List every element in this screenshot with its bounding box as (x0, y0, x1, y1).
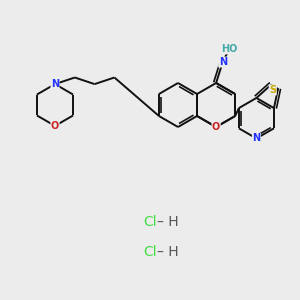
Text: O: O (212, 122, 220, 132)
Text: N: N (51, 79, 59, 89)
Text: Cl: Cl (143, 215, 157, 229)
Text: HO: HO (221, 44, 238, 54)
Text: O: O (51, 121, 59, 131)
Text: Cl: Cl (143, 245, 157, 259)
Text: N: N (252, 134, 260, 143)
Text: – H: – H (157, 245, 179, 259)
Text: – H: – H (157, 215, 179, 229)
Text: N: N (219, 57, 227, 67)
Text: S: S (269, 85, 276, 95)
